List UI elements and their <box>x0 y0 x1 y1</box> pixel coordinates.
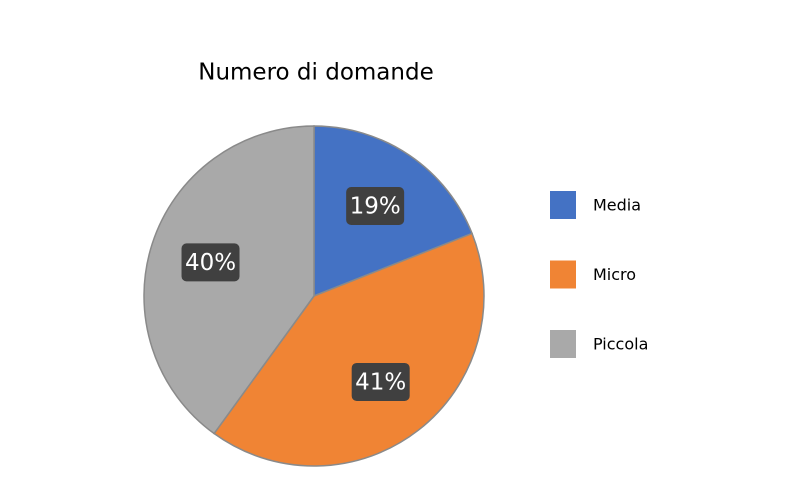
legend-label: Piccola <box>593 335 648 354</box>
legend-label: Media <box>593 196 641 215</box>
data-label: 41% <box>355 369 406 395</box>
data-label-box <box>351 362 410 401</box>
legend-label: Micro <box>593 265 636 284</box>
data-label: 19% <box>350 194 401 220</box>
data-label-box <box>346 187 405 226</box>
legend-swatch <box>550 330 576 358</box>
data-label: 40% <box>185 250 236 276</box>
legend-swatch <box>550 260 576 289</box>
data-label-box <box>181 243 240 282</box>
chart-title: Numero di domande <box>198 60 433 86</box>
pie-slice <box>213 232 485 467</box>
legend-swatch <box>550 191 576 219</box>
